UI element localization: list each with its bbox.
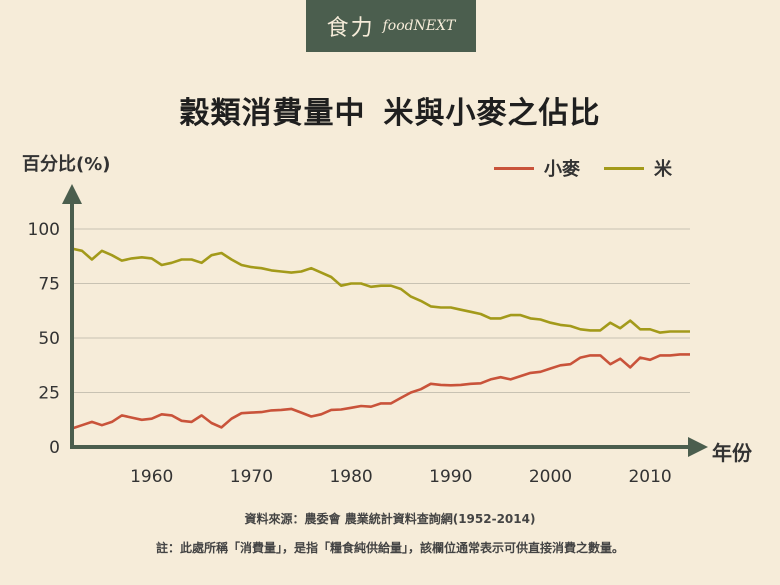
series-line-wheat <box>71 353 690 430</box>
x-tick-label-1960: 1960 <box>130 467 173 487</box>
chart-title-part1: 穀類消費量中 <box>179 96 366 131</box>
tick-layer: 0 25 50 75 100 1960 1970 1980 1990 2000 2010 <box>28 220 672 487</box>
chart-title-part2: 米與小麥之佔比 <box>383 96 601 131</box>
series-layer <box>71 247 690 430</box>
grid-layer <box>72 228 690 393</box>
axis-layer <box>62 184 708 457</box>
brand-cn: 食力 <box>326 16 375 41</box>
y-tick-label-25: 25 <box>38 384 60 404</box>
y-tick-label-50: 50 <box>38 329 60 349</box>
y-tick-label-75: 75 <box>38 275 60 295</box>
y-tick-label-100: 100 <box>28 220 60 240</box>
y-tick-label-0: 0 <box>49 438 60 458</box>
x-axis-arrow-icon <box>688 437 708 457</box>
legend-item-rice: 米 <box>604 155 672 181</box>
x-tick-label-1970: 1970 <box>230 467 273 487</box>
brand-en: foodNEXT <box>382 18 456 34</box>
x-axis-label: 年份 <box>712 441 752 465</box>
chart-title: 穀類消費量中 米與小麥之佔比 <box>0 88 780 132</box>
y-axis-label: 百分比(%) <box>22 154 111 175</box>
x-tick-label-1990: 1990 <box>429 467 472 487</box>
legend-item-wheat: 小麥 <box>494 155 580 181</box>
x-tick-label-2000: 2000 <box>529 467 572 487</box>
legend-swatch-wheat <box>494 166 534 170</box>
x-tick-label-2010: 2010 <box>628 467 671 487</box>
legend: 小麥 米 <box>494 155 672 181</box>
legend-label-wheat: 小麥 <box>544 159 580 180</box>
note-text: 註：此處所稱「消費量」，是指「糧食純供給量」，該欄位通常表示可供直接消費之數量。 <box>155 541 624 555</box>
source-text: 資料來源：農委會 農業統計資料查詢網(1952-2014) <box>244 512 536 526</box>
legend-label-rice: 米 <box>654 159 672 180</box>
brand-logo: 食力 foodNEXT <box>306 0 476 52</box>
x-tick-label-1980: 1980 <box>329 467 372 487</box>
legend-swatch-rice <box>604 166 644 170</box>
y-axis-arrow-icon <box>62 184 82 204</box>
series-line-rice <box>71 247 690 334</box>
